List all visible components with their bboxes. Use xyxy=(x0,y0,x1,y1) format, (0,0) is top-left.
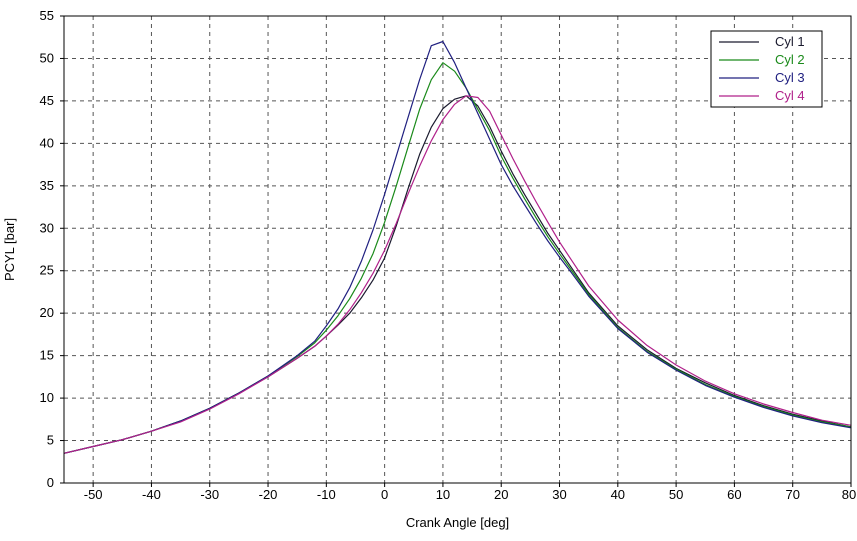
x-tick-label: 0 xyxy=(381,487,388,502)
y-tick-label: 15 xyxy=(40,348,54,363)
y-tick-label: 5 xyxy=(47,433,54,448)
x-axis-label: Crank Angle [deg] xyxy=(406,515,509,530)
x-tick-label: 80 xyxy=(842,487,856,502)
y-tick-label: 20 xyxy=(40,305,54,320)
x-axis-ticks: -50 -40 -30 -20 -10 0 10 20 30 40 50 60 70 80 xyxy=(84,483,856,502)
x-tick-label: -30 xyxy=(200,487,219,502)
y-tick-label: 10 xyxy=(40,390,54,405)
series-line-cyl-3 xyxy=(63,40,852,454)
y-tick-label: 30 xyxy=(40,220,54,235)
series-line-cyl-1 xyxy=(63,95,852,454)
x-tick-label: 10 xyxy=(436,487,450,502)
y-axis-label: PCYL [bar] xyxy=(2,218,17,281)
x-tick-label: 40 xyxy=(611,487,625,502)
plot-frame xyxy=(63,15,852,484)
x-tick-label: -40 xyxy=(142,487,161,502)
series-lines xyxy=(63,40,852,454)
x-tick-label: 70 xyxy=(785,487,799,502)
y-tick-label: 25 xyxy=(40,263,54,278)
series-line-cyl-4 xyxy=(63,95,852,454)
x-tick-label: -50 xyxy=(84,487,103,502)
x-tick-label: 50 xyxy=(669,487,683,502)
x-tick-label: 60 xyxy=(727,487,741,502)
y-axis-ticks: 0 5 10 15 20 25 30 35 40 45 50 55 xyxy=(40,8,64,490)
y-tick-label: 40 xyxy=(40,135,54,150)
x-tick-label: -20 xyxy=(259,487,278,502)
legend-label: Cyl 4 xyxy=(775,88,805,103)
legend-box xyxy=(710,30,823,108)
y-tick-label: 0 xyxy=(47,475,54,490)
legend: Cyl 1 Cyl 2 Cyl 3 Cyl 4 xyxy=(710,30,823,108)
y-tick-label: 45 xyxy=(40,93,54,108)
y-tick-label: 50 xyxy=(40,50,54,65)
legend-label: Cyl 2 xyxy=(775,52,805,67)
legend-label: Cyl 3 xyxy=(775,70,805,85)
x-tick-label: -10 xyxy=(317,487,336,502)
y-tick-label: 55 xyxy=(40,8,54,23)
legend-label: Cyl 1 xyxy=(775,34,805,49)
y-tick-label: 35 xyxy=(40,178,54,193)
x-tick-label: 30 xyxy=(552,487,566,502)
x-tick-label: 20 xyxy=(494,487,508,502)
